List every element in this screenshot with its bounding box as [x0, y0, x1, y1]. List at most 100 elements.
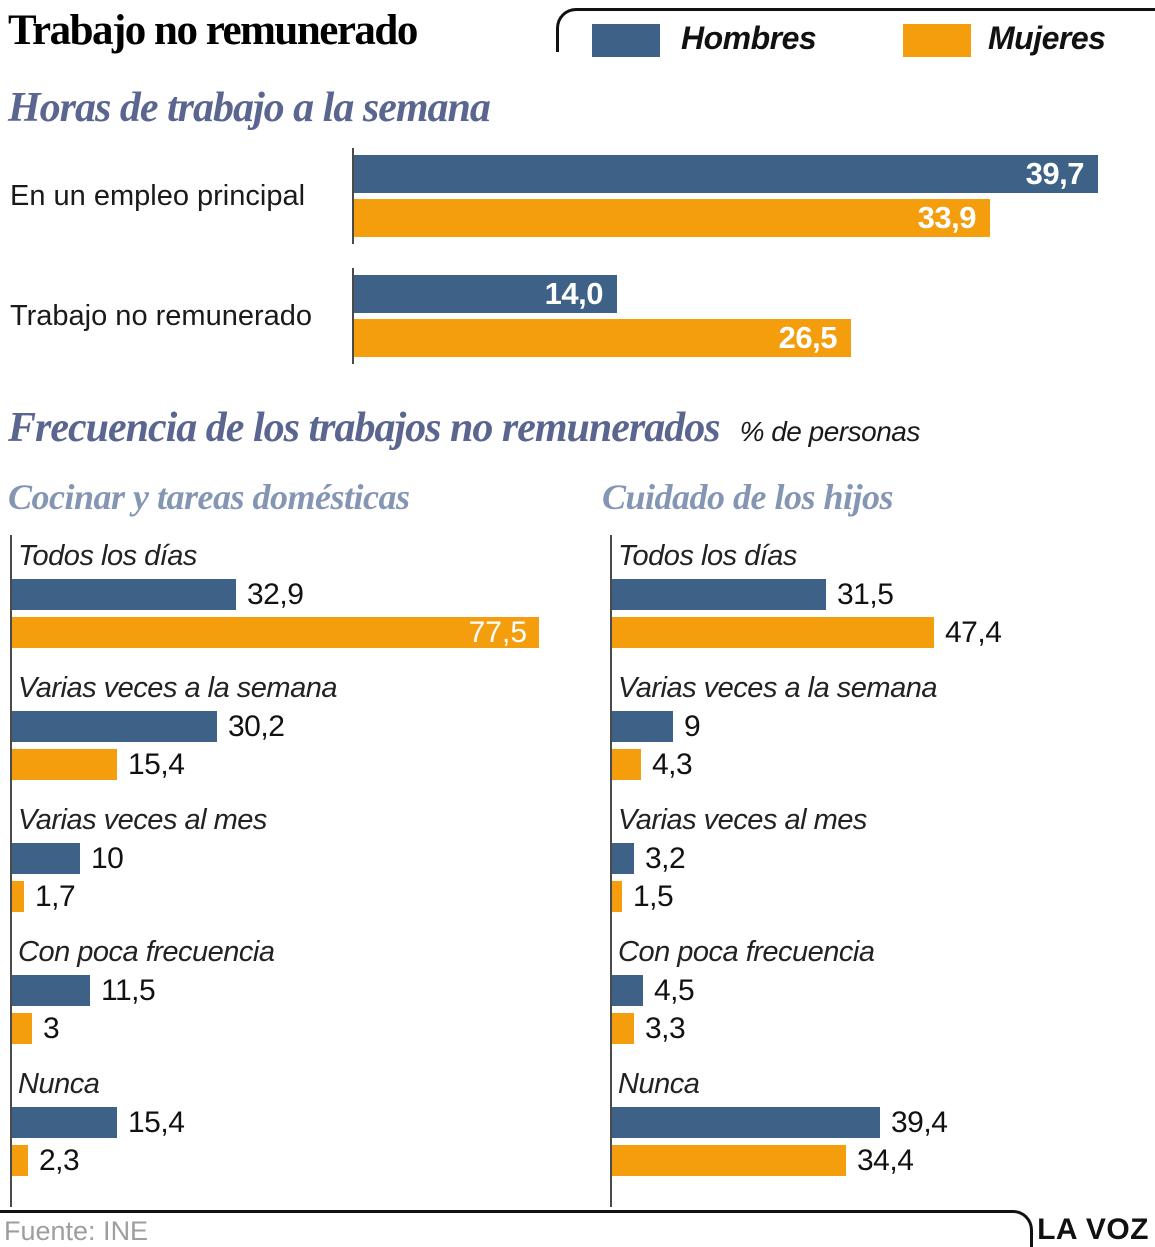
value-label: 31,5 [837, 577, 894, 611]
value-label: 39,7 [1025, 156, 1085, 191]
bar-mujeres: 26,5 [354, 319, 851, 357]
chart-group: Nunca 15,4 2,3 [12, 1063, 547, 1177]
category-label: Varias veces a la semana [18, 672, 337, 704]
brand-logo: LA VOZ [1037, 1213, 1149, 1246]
bar-row: 11,5 [12, 973, 547, 1007]
bar-hombres [12, 711, 217, 742]
bar-mujeres [612, 1013, 634, 1044]
value-label: 33,9 [917, 200, 977, 235]
chart-group: En un empleo principal 39,7 33,9 [0, 148, 1155, 244]
chart-group: Varias veces a la semana 9 4,3 [612, 667, 1153, 781]
category-label: Nunca [18, 1068, 100, 1100]
category-label: Con poca frecuencia [18, 936, 275, 968]
bar-row: 31,5 [612, 577, 1153, 611]
bar-mujeres [612, 749, 641, 780]
bar-mujeres [612, 1145, 846, 1176]
value-label: 39,4 [891, 1105, 948, 1139]
section-heading-frequency-row: Frecuencia de los trabajos no remunerado… [8, 404, 920, 452]
legend-label-mujeres: Mujeres [988, 20, 1106, 56]
category-label: Varias veces al mes [18, 804, 267, 836]
value-label: 11,5 [101, 973, 156, 1007]
bar-mujeres [12, 1013, 32, 1044]
value-label: 3,3 [645, 1011, 686, 1045]
chart-group: Todos los días 32,9 77,5 [12, 535, 547, 649]
chart-group: Todos los días 31,5 47,4 [612, 535, 1153, 649]
bar-mujeres: 77,5 [12, 615, 539, 649]
value-label: 4,3 [652, 747, 693, 781]
unit-note: % de personas [739, 416, 921, 447]
bar-hombres [12, 1107, 117, 1138]
bar-row: 32,9 [12, 577, 547, 611]
bar-mujeres [612, 617, 934, 648]
bar-hombres: 14,0 [354, 275, 617, 313]
legend-swatch-mujeres [903, 24, 971, 57]
value-label: 77,5 [468, 615, 527, 649]
page-title: Trabajo no remunerado [8, 7, 418, 54]
chart-group: Varias veces al mes 3,2 1,5 [612, 799, 1153, 913]
category-label: Trabajo no remunerado [10, 299, 312, 332]
value-label: 15,4 [128, 747, 185, 781]
bar-hombres [12, 843, 80, 874]
bar-row: 3,2 [612, 841, 1153, 875]
subchart-heading-cuidado: Cuidado de los hijos [602, 477, 894, 517]
bar-row: 30,2 [12, 709, 547, 743]
bar-hombres [612, 975, 643, 1006]
category-label: Todos los días [618, 540, 797, 572]
plot-area: 14,0 26,5 [352, 268, 851, 364]
bar-row: 4,5 [612, 973, 1153, 1007]
value-label: 26,5 [778, 320, 838, 355]
bar-hombres: 39,7 [354, 155, 1098, 193]
bar-row: 3,3 [612, 1011, 1153, 1045]
category-label: En un empleo principal [10, 179, 306, 212]
legend-label-hombres: Hombres [681, 20, 817, 56]
value-label: 1,7 [35, 879, 76, 913]
bar-mujeres [12, 1145, 28, 1176]
bar-hombres [12, 975, 90, 1006]
value-label: 2,3 [39, 1143, 80, 1177]
chart-group: Trabajo no remunerado 14,0 26,5 [0, 268, 1155, 364]
value-label: 30,2 [228, 709, 285, 743]
chart-group: Varias veces a la semana 30,2 15,4 [12, 667, 547, 781]
chart-group: Varias veces al mes 10 1,7 [12, 799, 547, 913]
bar-hombres [612, 711, 673, 742]
bar-row: 47,4 [612, 615, 1153, 649]
value-label: 4,5 [654, 973, 695, 1007]
value-label: 47,4 [945, 615, 1002, 649]
value-label: 32,9 [247, 577, 304, 611]
bar-mujeres: 33,9 [354, 199, 990, 237]
bar-hombres [612, 579, 826, 610]
bar-row: 15,4 [12, 1105, 547, 1139]
bar-row: 34,4 [612, 1144, 1153, 1177]
subchart-heading-cocinar: Cocinar y tareas domésticas [8, 477, 410, 517]
bar-row: 3 [12, 1012, 547, 1045]
bar-row: 1,7 [12, 879, 547, 913]
bar-row: 1,5 [612, 879, 1153, 913]
bar-row: 2,3 [12, 1143, 547, 1177]
category-label: Varias veces a la semana [618, 672, 937, 704]
value-label: 9 [684, 709, 701, 743]
value-label: 1,5 [633, 879, 674, 913]
bar-row: 15,4 [12, 747, 547, 781]
legend-swatch-hombres [592, 24, 660, 57]
bar-hombres [612, 843, 634, 874]
section-heading-frequency: Frecuencia de los trabajos no remunerado… [8, 405, 721, 451]
bar-row: 39,4 [612, 1105, 1153, 1139]
category-label: Con poca frecuencia [618, 936, 875, 968]
chart-group: Nunca 39,4 34,4 [612, 1063, 1153, 1177]
category-label: Todos los días [18, 540, 197, 572]
bar-mujeres [12, 749, 117, 780]
freq-chart-cuidado: Todos los días 31,5 47,4 Varias veces a la … [610, 535, 1153, 1207]
bar-mujeres [12, 881, 24, 912]
bar-hombres [612, 1107, 880, 1138]
category-label: Varias veces al mes [618, 804, 867, 836]
footer-rule [0, 1210, 1033, 1247]
value-label: 10 [91, 841, 124, 875]
chart-group: Con poca frecuencia 4,5 3,3 [612, 931, 1153, 1045]
value-label: 14,0 [544, 276, 604, 311]
value-label: 3,2 [645, 841, 686, 875]
category-label: Nunca [618, 1068, 700, 1100]
section-heading-hours: Horas de trabajo a la semana [8, 85, 491, 131]
hours-chart: En un empleo principal 39,7 33,9 Trabajo no… [0, 148, 1155, 388]
value-label: 15,4 [128, 1105, 185, 1139]
